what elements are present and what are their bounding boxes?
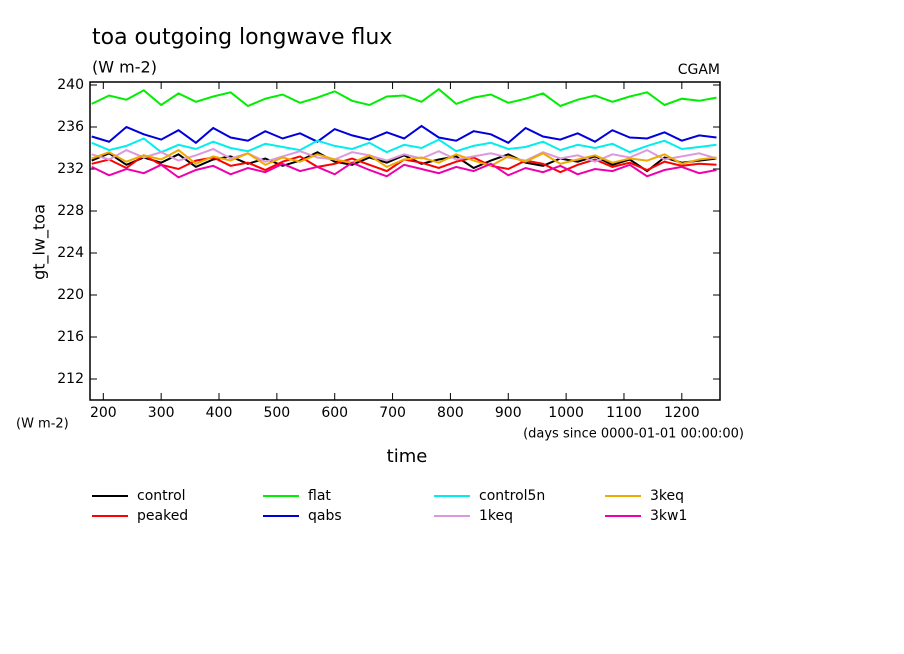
x-tick-label: 1100 [606, 405, 642, 421]
x-tick-label: 800 [437, 405, 464, 421]
y-unit-label: (W m-2) [16, 417, 69, 432]
series-line [91, 161, 717, 179]
y-tick-label: 240 [57, 77, 84, 93]
x-tick-label: 500 [263, 405, 290, 421]
chart-title: toa outgoing longwave flux [92, 25, 392, 50]
series-line [91, 148, 717, 169]
y-tick-label: 228 [57, 203, 84, 219]
y-tick-label: 212 [57, 371, 84, 387]
chart-subtitle: (W m-2) [92, 58, 157, 77]
y-axis-label: gt_lw_toa [30, 204, 50, 280]
series-line [91, 124, 717, 145]
source-label: CGAM [678, 62, 720, 78]
series-line [91, 137, 717, 154]
x-tick-label: 900 [495, 405, 522, 421]
x-tick-label: 300 [148, 405, 175, 421]
x-unit-label: (days since 0000-01-01 00:00:00) [523, 427, 744, 442]
legend-label: 1keq [479, 508, 513, 524]
x-tick-label: 200 [90, 405, 117, 421]
legend-label: 3keq [650, 488, 684, 504]
y-tick-label: 216 [57, 329, 84, 345]
legend-label: control5n [479, 488, 545, 504]
legend-label: 3kw1 [650, 508, 687, 524]
plot-frame [89, 81, 721, 401]
series-line [91, 147, 717, 163]
legend-label: flat [308, 488, 331, 504]
x-tick-label: 700 [379, 405, 406, 421]
series-line [91, 87, 717, 108]
y-tick-label: 220 [57, 287, 84, 303]
legend-label: control [137, 488, 186, 504]
x-tick-label: 1000 [548, 405, 584, 421]
legend-label: peaked [137, 508, 188, 524]
y-tick-label: 224 [57, 245, 84, 261]
x-tick-label: 400 [206, 405, 233, 421]
y-tick-label: 232 [57, 161, 84, 177]
legend-label: qabs [308, 508, 342, 524]
x-tick-label: 1200 [664, 405, 700, 421]
x-tick-label: 600 [321, 405, 348, 421]
x-axis-label: time [387, 446, 428, 467]
y-tick-label: 236 [57, 119, 84, 135]
